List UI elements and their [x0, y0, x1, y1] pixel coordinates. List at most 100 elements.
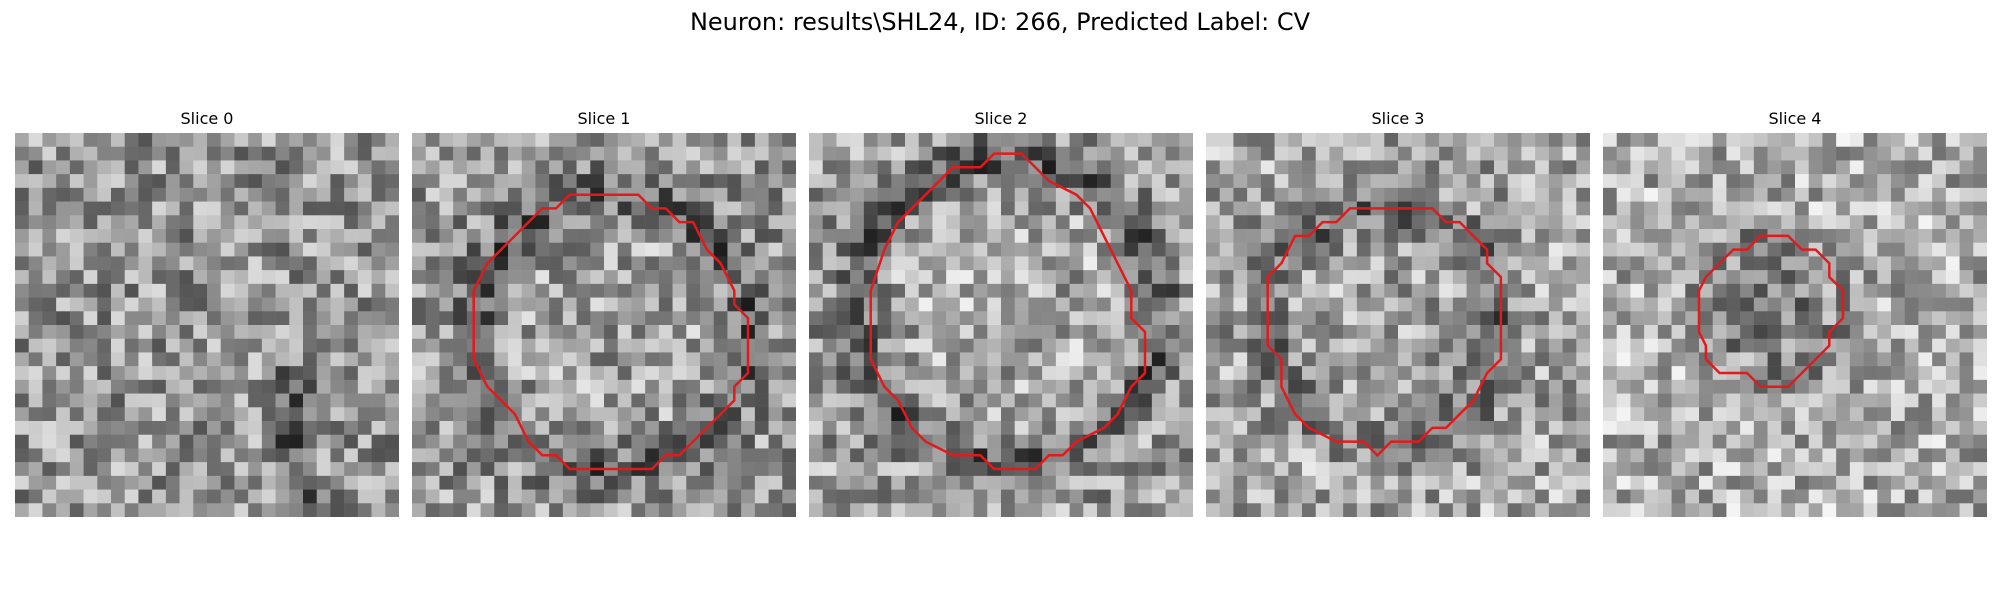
pixel — [466, 242, 481, 257]
pixel — [111, 311, 126, 326]
pixel — [207, 146, 222, 161]
pixel — [1274, 297, 1289, 312]
pixel — [1179, 434, 1193, 449]
pixel — [973, 407, 988, 422]
pixel — [207, 325, 222, 340]
pixel — [1945, 187, 1960, 202]
pixel — [1097, 393, 1112, 408]
pixel — [494, 201, 509, 216]
pixel — [809, 462, 824, 477]
pixel — [1411, 133, 1426, 148]
pixel — [1439, 283, 1454, 298]
pixel — [1055, 475, 1070, 490]
pixel — [1877, 311, 1892, 326]
pixel — [193, 311, 208, 326]
pixel — [1904, 133, 1919, 148]
pixel — [836, 379, 851, 394]
pixel — [959, 407, 974, 422]
pixel — [535, 160, 550, 175]
pixel — [1138, 133, 1153, 148]
pixel — [973, 146, 988, 161]
pixel — [42, 256, 57, 271]
pixel — [617, 297, 632, 312]
pixel — [138, 187, 153, 202]
pixel — [1726, 379, 1741, 394]
pixel — [1521, 160, 1536, 175]
pixel — [138, 475, 153, 490]
pixel — [1973, 393, 1987, 408]
pixel — [850, 434, 865, 449]
pixel — [1329, 325, 1344, 340]
pixel — [1014, 160, 1029, 175]
pixel — [1891, 283, 1906, 298]
pixel — [1849, 325, 1864, 340]
pixel — [1055, 421, 1070, 436]
pixel — [1945, 421, 1960, 436]
pixel — [645, 421, 660, 436]
pixel — [303, 503, 318, 517]
pixel — [97, 133, 112, 148]
pixel — [1206, 311, 1221, 326]
pixel — [1699, 503, 1714, 517]
pixel — [1425, 352, 1440, 367]
pixel — [1452, 421, 1467, 436]
pixel — [344, 146, 359, 161]
pixel — [1891, 325, 1906, 340]
pixel — [42, 270, 57, 285]
pixel — [1124, 229, 1139, 244]
pixel — [891, 311, 906, 326]
pixel — [672, 338, 687, 353]
pixel — [1904, 489, 1919, 504]
pixel — [768, 270, 783, 285]
pixel — [617, 338, 632, 353]
pixel — [480, 462, 495, 477]
pixel — [15, 256, 30, 271]
pixel — [111, 174, 126, 189]
pixel — [631, 256, 646, 271]
pixel — [576, 133, 591, 148]
pixel — [1671, 338, 1686, 353]
pixel — [330, 215, 345, 230]
pixel — [1097, 174, 1112, 189]
pixel — [165, 503, 180, 517]
pixel — [1877, 242, 1892, 257]
pixel — [1370, 407, 1385, 422]
pixel — [138, 311, 153, 326]
pixel — [1110, 283, 1125, 298]
pixel — [932, 393, 947, 408]
pixel — [822, 366, 837, 381]
pixel — [1179, 256, 1193, 271]
slice-image — [1206, 133, 1590, 517]
pixel — [631, 229, 646, 244]
pixel — [1945, 462, 1960, 477]
pixel — [371, 475, 386, 490]
pixel — [261, 215, 276, 230]
pixel — [1494, 503, 1509, 517]
pixel — [1219, 503, 1234, 517]
pixel — [193, 366, 208, 381]
pixel — [1918, 297, 1933, 312]
pixel — [248, 187, 263, 202]
pixel — [1480, 421, 1495, 436]
pixel — [850, 421, 865, 436]
pixel — [1932, 379, 1947, 394]
pixel — [1494, 242, 1509, 257]
pixel — [1507, 475, 1522, 490]
pixel — [1891, 352, 1906, 367]
pixel — [1699, 407, 1714, 422]
pixel — [782, 462, 796, 477]
pixel — [234, 146, 249, 161]
pixel — [1822, 448, 1837, 463]
pixel — [15, 270, 30, 285]
pixel — [165, 434, 180, 449]
pixel — [1753, 489, 1768, 504]
pixel — [1740, 434, 1755, 449]
pixel — [1808, 434, 1823, 449]
pixel — [1247, 283, 1262, 298]
pixel — [385, 256, 399, 271]
pixel — [836, 311, 851, 326]
pixel — [1603, 133, 1618, 148]
pixel — [1685, 434, 1700, 449]
pixel — [1042, 421, 1057, 436]
pixel — [1891, 270, 1906, 285]
